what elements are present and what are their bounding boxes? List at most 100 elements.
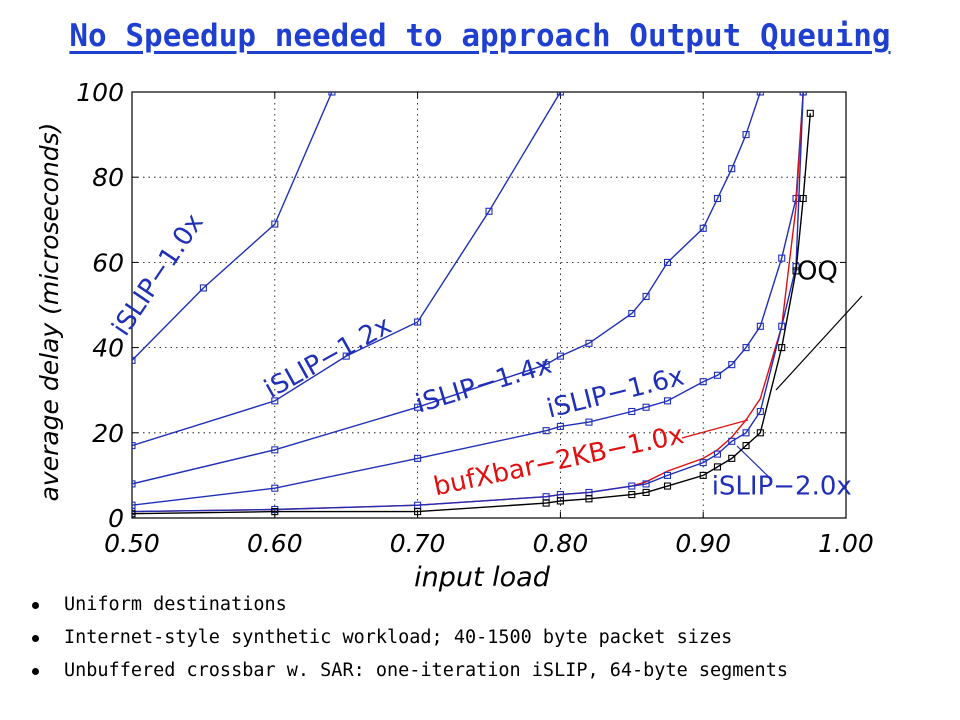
y-tick-label: 100 <box>76 78 124 107</box>
y-tick-label: 40 <box>92 334 124 363</box>
y-tick-labels: 0 20 40 60 80 100 <box>76 78 124 533</box>
annotation-leader-line <box>681 419 749 439</box>
data-point <box>663 471 672 479</box>
series-5 <box>132 92 807 516</box>
data-point <box>585 495 593 503</box>
bullet-dot <box>32 635 39 642</box>
bullet-item: Uniform destinations <box>30 592 788 625</box>
data-point <box>778 322 786 330</box>
data-point <box>699 378 707 386</box>
data-point <box>132 356 136 364</box>
x-tick-label: 0.70 <box>390 529 446 558</box>
annotation-leader-line <box>775 295 863 391</box>
y-axis-label: average delay (microseconds) <box>35 123 64 502</box>
data-point <box>742 131 750 139</box>
data-point <box>271 508 279 516</box>
data-point <box>663 258 672 266</box>
data-point <box>778 254 786 262</box>
data-point <box>642 488 650 496</box>
x-tick-labels: 0.50 0.60 0.70 0.80 0.90 1.00 <box>104 529 874 558</box>
data-point <box>778 344 786 352</box>
data-point <box>271 484 279 492</box>
data-point <box>542 361 550 369</box>
bullet-item: Unbuffered crossbar w. SAR: one-iteratio… <box>30 658 788 691</box>
data-point <box>585 339 593 347</box>
data-point <box>542 427 550 435</box>
data-point <box>756 92 764 96</box>
data-point <box>271 220 279 228</box>
y-tick-label: 20 <box>92 419 124 448</box>
y-tick-label: 80 <box>92 163 124 192</box>
series-annotation: OQ <box>797 256 838 286</box>
data-point <box>556 422 564 430</box>
data-point <box>328 92 336 96</box>
series-annotation: iSLIP−1.4x <box>412 350 555 420</box>
y-tick-label: 60 <box>92 248 124 277</box>
series-0 <box>132 92 336 364</box>
y-tick-label: 0 <box>108 504 124 533</box>
series-4 <box>132 92 804 513</box>
data-point <box>799 194 807 203</box>
series-line <box>132 92 804 513</box>
series-line <box>132 92 804 513</box>
series-annotation: iSLIP−2.0x <box>712 472 852 502</box>
bullet-dot <box>32 602 39 609</box>
data-point <box>271 397 279 405</box>
series-line <box>132 92 333 361</box>
data-point <box>756 407 764 416</box>
data-point <box>414 403 422 411</box>
data-point <box>742 344 750 352</box>
x-tick-label: 0.50 <box>104 529 160 558</box>
x-tick-label: 1.00 <box>818 529 874 558</box>
page-title: No Speedup needed to approach Output Que… <box>69 18 891 54</box>
data-point <box>713 371 722 379</box>
data-point <box>556 497 564 505</box>
data-point <box>628 482 636 490</box>
data-point <box>728 165 736 173</box>
series-line <box>132 92 804 506</box>
data-point <box>628 491 636 499</box>
series-2 <box>132 92 764 488</box>
data-point <box>414 454 422 462</box>
bullet-dot <box>32 668 39 675</box>
data-point <box>756 322 764 330</box>
data-point <box>699 471 707 479</box>
bullet-text: Uniform destinations <box>64 594 287 615</box>
series-group <box>132 92 814 518</box>
data-point <box>642 403 650 411</box>
data-point <box>628 309 636 318</box>
data-point <box>342 352 350 360</box>
series-annotation: iSLIP−1.2x <box>260 311 397 405</box>
delay-vs-load-chart: 0.50 0.60 0.70 0.80 0.90 1.00 0 20 40 60 80 100 iS… <box>35 78 874 593</box>
data-point <box>728 361 736 369</box>
data-point <box>414 508 422 516</box>
data-point <box>699 224 707 232</box>
bullet-text: Unbuffered crossbar w. SAR: one-iteratio… <box>64 660 788 681</box>
x-tick-label: 0.80 <box>533 529 589 558</box>
data-point <box>414 318 422 326</box>
data-point <box>556 92 564 96</box>
x-tick-label: 0.90 <box>675 529 731 558</box>
data-point <box>199 284 207 292</box>
data-point <box>542 499 550 507</box>
axis-ticks <box>131 91 847 519</box>
bullet-text: Internet-style synthetic workload; 40-15… <box>64 627 733 648</box>
chart-grid <box>131 91 847 519</box>
data-point <box>556 352 564 360</box>
series-6 <box>132 109 814 518</box>
plot-frame <box>131 91 847 519</box>
annotation-leaders <box>681 295 863 481</box>
data-point <box>728 437 736 445</box>
bullet-list: Uniform destinations Internet-style synt… <box>30 592 788 691</box>
series-line <box>132 92 562 447</box>
data-point <box>663 397 672 405</box>
data-point <box>132 510 136 518</box>
data-point <box>713 194 722 203</box>
series-3 <box>132 92 807 509</box>
series-line <box>132 92 761 485</box>
data-point <box>663 482 672 490</box>
data-point <box>713 463 722 471</box>
series-line <box>132 113 811 515</box>
data-point <box>792 267 800 275</box>
series-1 <box>132 92 564 450</box>
